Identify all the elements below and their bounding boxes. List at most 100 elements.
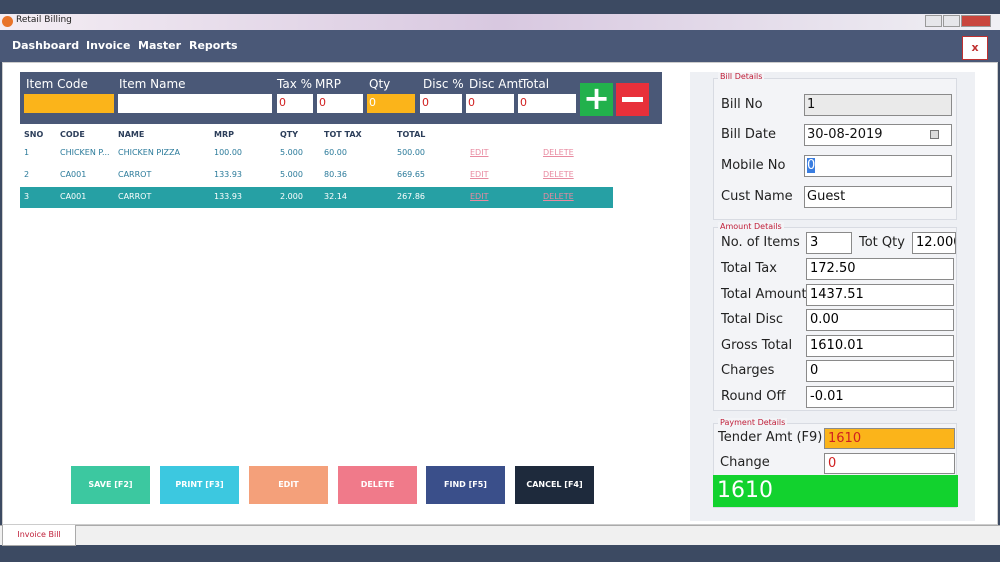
entry-label: Item Code [26,77,88,91]
menu-item[interactable]: Master [138,39,182,52]
field-input[interactable] [804,186,952,208]
cell: CA001 [60,192,87,201]
field-input[interactable]: 0.00 [806,309,954,331]
entry-input[interactable] [24,94,114,113]
field-value: 1 [807,97,816,112]
entry-label: Qty [369,77,391,91]
field-input[interactable]: 1610.01 [806,335,954,357]
row-link[interactable]: DELETE [543,170,574,179]
row-link[interactable]: EDIT [470,192,489,201]
entry-input[interactable]: 0 [317,94,363,113]
entry-input[interactable]: 0 [466,94,514,113]
column-header: TOTAL [397,130,426,139]
field-label: Mobile No [721,158,786,173]
cell: 2 [24,170,30,179]
action-button[interactable]: SAVE [F2] [71,466,150,504]
row-link[interactable]: EDIT [470,170,489,179]
menu-item[interactable]: Invoice [86,39,131,52]
entry-label: Disc % [423,77,464,91]
tab-strip [0,525,1000,545]
field-input[interactable] [804,94,952,116]
field-input[interactable] [804,155,952,177]
calendar-icon[interactable] [930,130,939,139]
action-button[interactable]: CANCEL [F4] [515,466,594,504]
field-value: 0 [807,158,816,173]
action-button[interactable]: DELETE [338,466,417,504]
entry-input[interactable]: 0 [518,94,576,113]
field-input[interactable]: 0 [824,453,955,474]
column-header: MRP [214,130,234,139]
cell: 1 [24,148,30,157]
entry-input[interactable] [118,94,272,113]
field-label: Cust Name [721,189,793,204]
close-button[interactable]: x [962,36,988,60]
bill-group-title: Bill Details [718,72,765,81]
selected-row-highlight [20,187,613,208]
minus-icon [622,97,643,102]
action-button[interactable]: EDIT [249,466,328,504]
field-input[interactable]: -0.01 [806,386,954,408]
field-input[interactable]: 12.000 [912,232,956,254]
menu-item[interactable]: Reports [189,39,238,52]
row-link[interactable]: DELETE [543,148,574,157]
title-bar [0,14,1000,30]
field-label: No. of Items [721,235,800,250]
action-button[interactable]: PRINT [F3] [160,466,239,504]
entry-label: Tax % [277,77,313,91]
field-label: Change [720,455,770,470]
field-input[interactable]: 0 [806,360,954,382]
row-link[interactable]: DELETE [543,192,574,201]
field-input[interactable]: 3 [806,232,852,254]
column-header: TOT TAX [324,130,362,139]
field-label: Bill No [721,97,763,112]
row-link[interactable]: EDIT [470,148,489,157]
field-label: Round Off [721,389,786,404]
entry-input[interactable]: 0 [277,94,313,113]
cell: 5.000 [280,170,303,179]
cell: 500.00 [397,148,425,157]
cell: CHICKEN P... [60,148,110,157]
entry-label: Total [521,77,550,91]
cell: 133.93 [214,170,242,179]
field-value: 30-08-2019 [807,127,883,142]
cell: 60.00 [324,148,347,157]
field-label: Bill Date [721,127,776,142]
remove-button[interactable] [616,83,649,116]
net-amount-display: 1610 [713,475,958,507]
entry-label: Disc Amt [469,77,523,91]
field-value: Guest [807,189,846,204]
add-button[interactable]: + [580,82,613,116]
minimize-button[interactable] [925,15,942,27]
cell: CARROT [118,192,152,201]
field-input[interactable] [804,124,952,146]
app-icon [2,16,13,27]
field-label: Total Tax [721,261,777,276]
cell: 5.000 [280,148,303,157]
cell: 2.000 [280,192,303,201]
cell: 133.93 [214,192,242,201]
window-close-button[interactable] [961,15,991,27]
field-input[interactable]: 1437.51 [806,284,954,306]
amount-group-title: Amount Details [718,222,784,231]
cell: CHICKEN PIZZA [118,148,180,157]
field-label: Tot Qty [859,235,905,250]
window-title: Retail Billing [16,15,72,25]
entry-input[interactable]: 0 [367,94,415,113]
entry-input[interactable]: 0 [420,94,462,113]
payment-group-title: Payment Details [718,418,788,427]
field-label: Charges [721,363,775,378]
column-header: NAME [118,130,145,139]
cell: 100.00 [214,148,242,157]
cell: 267.86 [397,192,425,201]
cell: 3 [24,192,30,201]
action-button[interactable]: FIND [F5] [426,466,505,504]
maximize-button[interactable] [943,15,960,27]
tab[interactable]: Invoice Bill [2,525,76,546]
cell: 32.14 [324,192,347,201]
entry-label: Item Name [119,77,186,91]
menu-item[interactable]: Dashboard [12,39,80,52]
field-input[interactable]: 172.50 [806,258,954,280]
field-input[interactable]: 1610 [824,428,955,449]
column-header: CODE [60,130,85,139]
field-label: Gross Total [721,338,793,353]
